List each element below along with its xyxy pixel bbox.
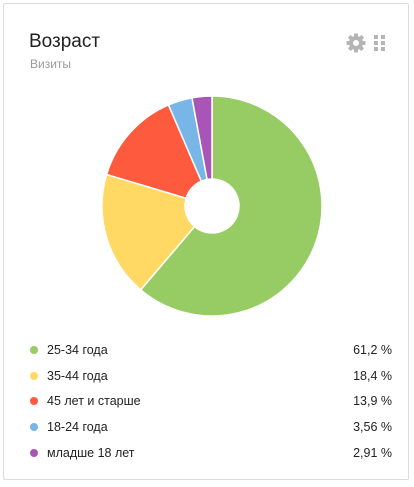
age-widget: Возраст Визиты 25-34 года 61,2 % 35-44 год… [3,3,409,480]
widget-tools [346,33,386,53]
widget-title: Возраст [29,31,101,52]
pie-slice-4[interactable] [191,95,213,181]
legend-dot [30,449,38,458]
legend-label: 25-34 года [47,342,108,357]
legend-value: 2,91 % [353,446,392,461]
chart-legend: 25-34 года 61,2 % 35-44 года 18,4 % 45 лет и… [30,337,392,466]
legend-label: младше 18 лет [47,446,135,461]
legend-dot [30,371,38,380]
legend-value: 13,9 % [353,394,392,409]
legend-label: 35-44 года [47,368,108,383]
legend-item[interactable]: младше 18 лет 2,91 % [30,440,392,466]
legend-value: 61,2 % [353,342,392,357]
legend-dot [30,397,38,406]
widget-subtitle: Визиты [30,57,72,71]
legend-value: 3,56 % [353,420,392,435]
legend-item[interactable]: 45 лет и старше 13,9 % [30,389,392,415]
pie-slice-2[interactable] [105,103,203,200]
legend-dot [30,423,38,432]
legend-item[interactable]: 35-44 года 18,4 % [30,363,392,389]
donut-chart [101,95,323,317]
grid-handle-icon[interactable] [374,35,386,51]
legend-dot [30,345,38,354]
gear-icon[interactable] [346,33,366,53]
pie-slice-1[interactable] [101,173,196,291]
legend-value: 18,4 % [353,368,392,383]
legend-label: 45 лет и старше [47,394,141,409]
legend-item[interactable]: 25-34 года 61,2 % [30,337,392,363]
legend-label: 18-24 года [47,420,108,435]
pie-slice-0[interactable] [139,95,323,317]
legend-item[interactable]: 18-24 года 3,56 % [30,414,392,440]
